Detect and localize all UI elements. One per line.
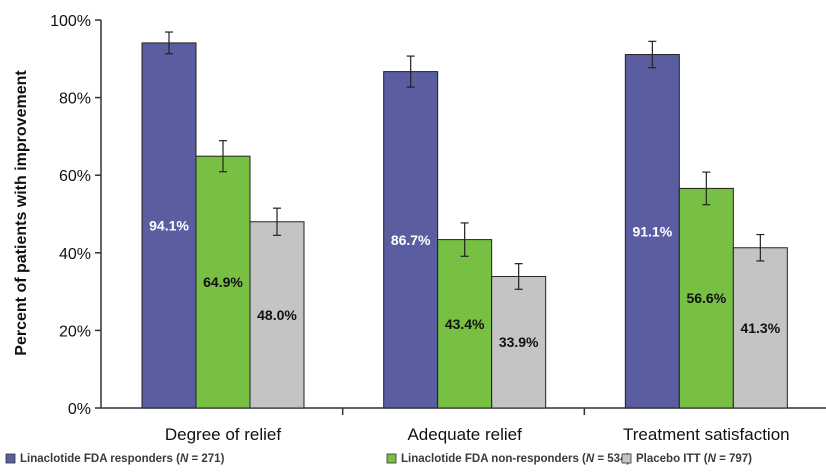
bar — [383, 71, 439, 409]
legend-label-prefix: Linaclotide FDA non-responders ( — [401, 453, 586, 465]
bars-layer — [141, 31, 788, 409]
data-label: 43.4% — [445, 316, 485, 332]
data-label: 94.1% — [149, 217, 189, 233]
bar — [141, 42, 197, 409]
bar — [732, 247, 788, 409]
legend-label-prefix: Placebo ITT ( — [636, 453, 708, 465]
legend-label-suffix: = 797) — [716, 453, 752, 465]
bar — [491, 275, 547, 409]
data-label: 48.0% — [257, 307, 297, 323]
legend-label: Linaclotide FDA non-responders (N = 534) — [401, 453, 630, 465]
y-tick-label: 80% — [59, 91, 91, 108]
x-category-label: Degree of relief — [165, 425, 282, 444]
y-tick-label: 60% — [59, 168, 91, 185]
labels-layer: Degree of relief 94.1% 64.9% 48.0% Adequate … — [149, 217, 789, 444]
bar — [624, 54, 680, 409]
data-label: 86.7% — [391, 232, 431, 248]
bar — [678, 187, 734, 409]
legend-label-suffix: = 534) — [594, 453, 630, 465]
legend-label-prefix: Linaclotide FDA responders ( — [20, 453, 180, 465]
y-axis-title: Percent of patients with improvement — [13, 70, 30, 356]
bar — [437, 239, 493, 409]
legend-label: Linaclotide FDA responders (N = 271) — [20, 453, 225, 465]
data-label: 64.9% — [203, 274, 243, 290]
y-tick-label: 100% — [50, 13, 91, 30]
legend: Linaclotide FDA responders (N = 271) Lina… — [5, 453, 752, 465]
legend-label-suffix: = 271) — [188, 453, 224, 465]
legend-swatch — [386, 453, 397, 464]
y-axis-title-group: Percent of patients with improvement — [13, 70, 30, 356]
y-tick-label: 40% — [59, 246, 91, 263]
bar — [195, 155, 251, 409]
legend-label: Placebo ITT (N = 797) — [636, 453, 752, 465]
x-category-label: Treatment satisfaction — [623, 425, 790, 444]
data-label: 41.3% — [740, 320, 780, 336]
y-tick-label: 20% — [59, 323, 91, 340]
legend-label-n: N — [586, 453, 595, 465]
legend-swatch — [5, 453, 16, 464]
data-label: 91.1% — [632, 223, 672, 239]
legend-label-n: N — [708, 453, 717, 465]
y-tick-label: 0% — [68, 401, 91, 418]
bar — [249, 221, 305, 409]
legend-label-n: N — [180, 453, 189, 465]
x-category-label: Adequate relief — [407, 425, 522, 444]
data-label: 56.6% — [686, 290, 726, 306]
data-label: 33.9% — [499, 334, 539, 350]
legend-swatch — [621, 453, 632, 464]
